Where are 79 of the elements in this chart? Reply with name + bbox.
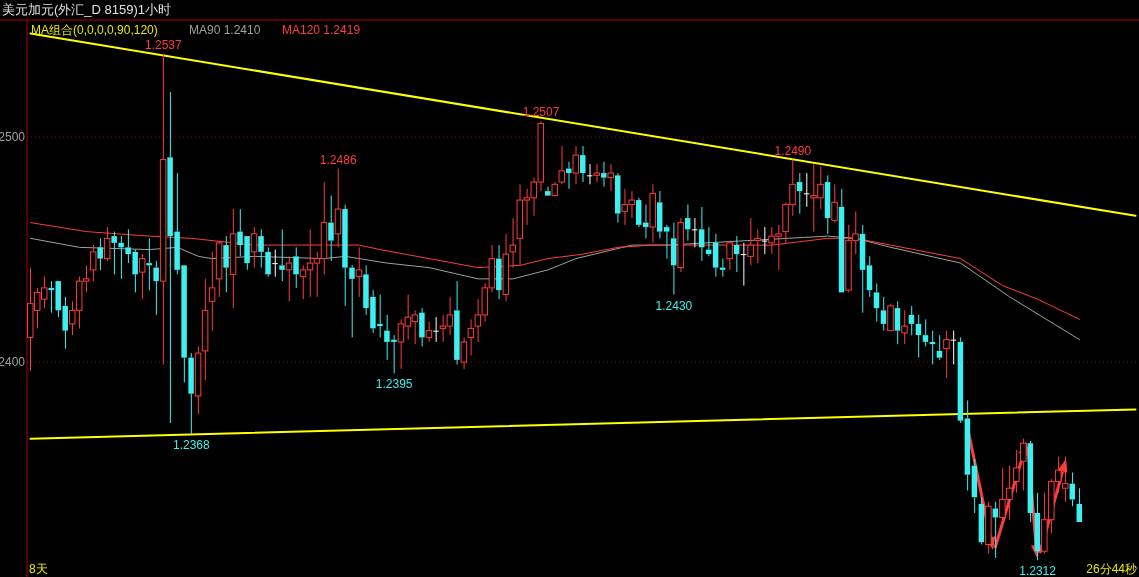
candlestick [496,244,502,300]
legend-title: MA组合(0,0,0,0,90,120) [31,23,158,37]
candlestick [97,237,103,271]
candlestick [1013,449,1020,494]
chart-title: 美元加元(外汇_D 8159)1小时 [2,2,172,17]
candlestick [754,228,761,264]
candlestick [580,145,586,183]
annotation: 1.2368 [173,438,211,453]
candlestick [656,190,663,239]
candlestick [201,278,209,381]
candlestick [454,280,460,365]
candlestick [118,235,124,280]
candlestick [153,260,159,316]
annotation: 1.2507 [522,105,560,120]
candlestick [188,352,194,435]
annotation: 26分44秒 [1086,562,1137,576]
annotation: 1.2395 [375,377,413,392]
candlestick [425,321,433,343]
annotation: 1.2490 [774,143,812,158]
candlestick [726,240,733,271]
annotation: 1.2312 [1019,564,1057,577]
annotation: 1.2537 [145,37,183,52]
candlestick [831,183,838,224]
text: MA90 1.2410 [189,23,261,37]
annotation: 8天 [29,562,48,576]
candlestick [950,330,957,365]
candlestick [866,255,873,298]
candlestick [1062,456,1069,503]
candlestick [279,228,285,282]
candlestick [587,163,593,185]
candlestick [894,300,901,345]
candlestick [901,309,908,345]
candlestick [670,222,677,296]
candlestick [824,174,831,235]
candlestick [908,305,915,336]
candlestick [712,233,719,278]
candlestick [635,197,642,228]
candlestick [964,399,971,491]
candlestick [355,246,363,298]
candlestick [978,496,985,545]
candlestick [600,161,607,188]
candlestick [936,334,943,361]
candlestick [349,264,355,338]
candlestick [971,458,978,514]
candlestick [663,224,670,260]
candlestick [502,233,510,302]
candlestick [433,316,439,343]
candlestick [328,195,334,262]
annotation: 1.2486 [319,152,357,167]
candlestick [796,172,803,215]
candlestick [572,145,579,185]
candlestick [614,172,621,224]
candlestick [698,206,705,262]
line-series [30,235,1081,341]
candlestick [566,161,572,190]
candlestick [593,163,600,183]
candlestick [103,226,111,262]
candlestick [691,217,698,248]
candlestick [208,251,216,332]
candlestick [803,172,810,208]
candlestick [146,237,152,291]
candlestick [265,246,271,278]
candlestick [272,249,278,278]
annotation: 1.2430 [655,298,693,313]
candlestick [607,163,614,192]
candlestick [460,336,468,370]
candlestick [733,235,740,273]
candlestick [880,296,887,332]
candlestick [740,242,747,287]
candlestick [258,228,264,269]
candlestick [223,235,229,293]
candlestick [873,282,880,323]
candlestick [293,246,299,289]
candlestick [859,224,866,314]
candlestick [957,336,964,424]
text: MA120 1.2419 [282,23,361,37]
candlestick [467,318,475,356]
candlestick [419,307,425,347]
candlestick [558,145,566,185]
